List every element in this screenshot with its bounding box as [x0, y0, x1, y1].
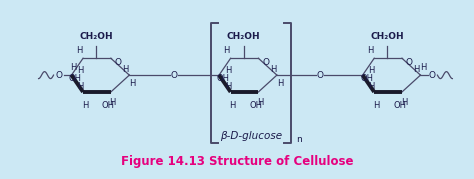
Text: H: H [401, 98, 407, 107]
Text: CH₂OH: CH₂OH [79, 32, 113, 41]
Text: OH: OH [69, 74, 82, 83]
Text: Figure 14.13 Structure of Cellulose: Figure 14.13 Structure of Cellulose [121, 155, 353, 168]
Text: H: H [413, 65, 419, 74]
Text: H: H [129, 79, 136, 88]
Text: H: H [109, 98, 116, 107]
Text: β-D-glucose: β-D-glucose [220, 131, 282, 141]
Text: OH: OH [249, 101, 263, 110]
Text: n: n [296, 135, 301, 144]
Text: H: H [122, 65, 128, 74]
Text: H: H [223, 46, 229, 55]
Text: CH₂OH: CH₂OH [227, 32, 260, 41]
Text: H: H [76, 46, 82, 55]
Text: H: H [225, 81, 231, 91]
Text: H: H [77, 66, 83, 75]
Text: OH: OH [393, 101, 406, 110]
Text: H: H [82, 101, 88, 110]
Text: H: H [225, 66, 231, 75]
Text: H: H [270, 65, 276, 74]
Text: H: H [368, 66, 375, 75]
Text: H: H [70, 63, 77, 72]
Text: OH: OH [217, 74, 229, 83]
Text: H: H [373, 101, 379, 110]
Text: H: H [77, 81, 83, 91]
Text: O: O [171, 71, 178, 80]
Text: H: H [257, 98, 264, 107]
Text: OH: OH [102, 101, 115, 110]
Text: H: H [229, 101, 236, 110]
Text: H: H [367, 46, 373, 55]
Text: O: O [262, 58, 269, 67]
Text: O: O [115, 58, 122, 67]
Text: O: O [55, 71, 62, 80]
Text: H: H [368, 81, 375, 91]
Text: O: O [316, 71, 323, 80]
Text: OH: OH [360, 74, 373, 83]
Text: H: H [277, 79, 283, 88]
Text: O: O [429, 71, 436, 80]
Text: CH₂OH: CH₂OH [370, 32, 404, 41]
Text: O: O [406, 58, 413, 67]
Text: H: H [420, 63, 427, 72]
